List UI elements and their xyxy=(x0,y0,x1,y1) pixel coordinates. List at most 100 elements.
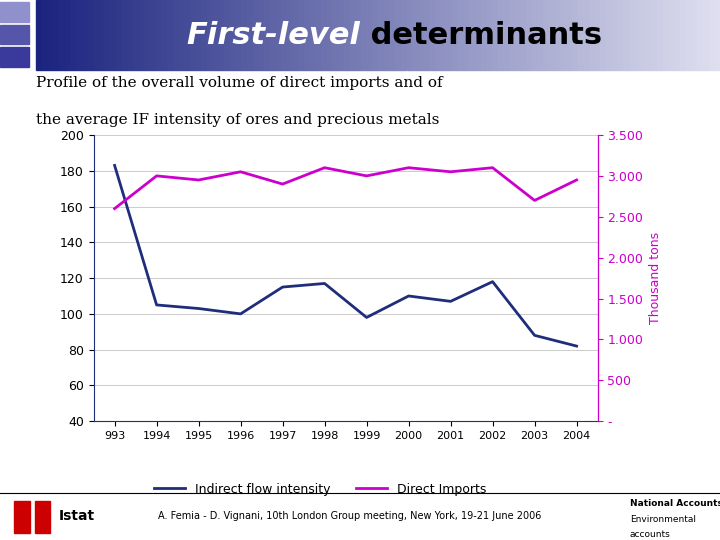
Text: National Accounts: National Accounts xyxy=(630,499,720,508)
Bar xyxy=(441,0,446,70)
Bar xyxy=(503,0,509,70)
Bar xyxy=(196,0,202,70)
Bar xyxy=(241,0,247,70)
Bar xyxy=(600,0,606,70)
Bar xyxy=(0,47,29,66)
Bar xyxy=(104,0,110,70)
Bar xyxy=(110,0,116,70)
Bar xyxy=(202,0,207,70)
Bar xyxy=(65,0,71,70)
Bar xyxy=(0,2,29,22)
Bar xyxy=(566,0,572,70)
Bar xyxy=(577,0,583,70)
Text: Profile of the overall volume of direct imports and of: Profile of the overall volume of direct … xyxy=(36,76,443,90)
Bar xyxy=(184,0,190,70)
Bar xyxy=(458,0,464,70)
Text: determinants: determinants xyxy=(360,21,602,50)
Bar xyxy=(629,0,634,70)
Bar xyxy=(81,0,87,70)
Bar xyxy=(327,0,333,70)
Bar xyxy=(138,0,144,70)
Bar xyxy=(703,0,708,70)
Bar xyxy=(538,0,544,70)
Bar xyxy=(464,0,469,70)
Bar xyxy=(634,0,640,70)
Bar xyxy=(509,0,515,70)
Bar xyxy=(560,0,566,70)
Bar xyxy=(71,0,76,70)
Bar xyxy=(344,0,349,70)
Bar xyxy=(492,0,498,70)
Bar xyxy=(270,0,275,70)
Bar xyxy=(321,0,327,70)
Bar xyxy=(486,0,492,70)
Bar xyxy=(606,0,612,70)
Bar xyxy=(304,0,310,70)
Bar xyxy=(657,0,663,70)
Bar xyxy=(583,0,589,70)
Bar xyxy=(59,0,65,70)
Text: the average IF intensity of ores and precious metals: the average IF intensity of ores and pre… xyxy=(36,113,439,127)
Bar xyxy=(53,0,59,70)
Bar xyxy=(423,0,429,70)
Bar xyxy=(554,0,560,70)
Bar xyxy=(652,0,657,70)
Bar xyxy=(87,0,93,70)
Bar xyxy=(390,0,395,70)
Bar xyxy=(384,0,390,70)
Bar xyxy=(612,0,618,70)
Bar xyxy=(48,0,53,70)
Bar xyxy=(475,0,481,70)
Bar xyxy=(418,0,423,70)
Bar xyxy=(150,0,156,70)
Bar xyxy=(310,0,315,70)
Bar xyxy=(179,0,184,70)
Bar xyxy=(76,0,81,70)
Bar xyxy=(646,0,652,70)
Bar xyxy=(144,0,150,70)
Bar xyxy=(469,0,475,70)
Bar xyxy=(714,0,720,70)
Bar xyxy=(708,0,714,70)
Bar xyxy=(366,0,372,70)
Bar xyxy=(298,0,304,70)
Bar xyxy=(281,0,287,70)
Bar xyxy=(401,0,407,70)
Bar xyxy=(247,0,253,70)
Bar xyxy=(544,0,549,70)
Bar xyxy=(333,0,338,70)
Bar xyxy=(685,0,691,70)
Bar xyxy=(264,0,270,70)
Bar xyxy=(526,0,532,70)
Bar xyxy=(532,0,538,70)
Bar xyxy=(207,0,212,70)
Bar xyxy=(292,0,298,70)
Bar xyxy=(253,0,258,70)
Text: First-level: First-level xyxy=(186,21,360,50)
Bar xyxy=(133,0,138,70)
Bar xyxy=(515,0,521,70)
Bar xyxy=(122,0,127,70)
Bar xyxy=(640,0,646,70)
Bar xyxy=(378,0,384,70)
Bar xyxy=(435,0,441,70)
Bar xyxy=(275,0,281,70)
Bar xyxy=(675,0,680,70)
Bar xyxy=(0,25,29,44)
Text: accounts: accounts xyxy=(630,530,671,539)
Legend: Indirect flow intensity, Direct Imports: Indirect flow intensity, Direct Imports xyxy=(149,478,492,501)
Text: Environmental: Environmental xyxy=(630,515,696,524)
Bar xyxy=(361,0,366,70)
Bar xyxy=(127,0,133,70)
Bar xyxy=(235,0,241,70)
Bar xyxy=(691,0,697,70)
Bar xyxy=(116,0,122,70)
Bar xyxy=(287,0,292,70)
Bar xyxy=(42,0,48,70)
Bar xyxy=(372,0,378,70)
Bar xyxy=(680,0,686,70)
Text: A. Femia - D. Vignani, 10th London Group meeting, New York, 19-21 June 2006: A. Femia - D. Vignani, 10th London Group… xyxy=(158,511,541,521)
Bar xyxy=(481,0,486,70)
Bar xyxy=(156,0,161,70)
Bar xyxy=(663,0,669,70)
